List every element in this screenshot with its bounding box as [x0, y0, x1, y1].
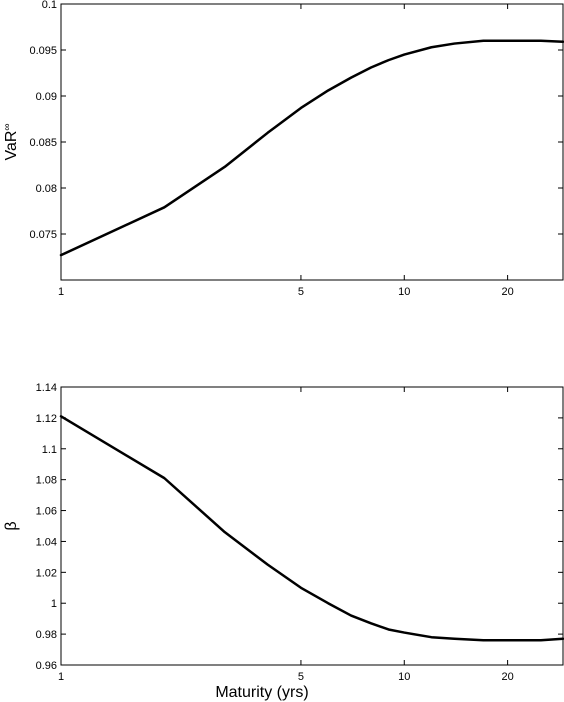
y-tick-label: 1.08 [36, 475, 57, 487]
y-tick-label: 1.06 [36, 506, 57, 518]
y-tick-label: 0.98 [36, 629, 57, 641]
y-tick-label: 0.1 [42, 0, 57, 11]
y-axis-label: β [3, 521, 20, 530]
y-tick-label: 1 [51, 598, 57, 610]
y-tick-label: 1.04 [36, 536, 57, 548]
y-tick-label: 0.085 [29, 137, 57, 149]
x-tick-label: 5 [298, 286, 304, 298]
x-tick-label: 5 [298, 671, 304, 683]
series-line [59, 415, 564, 642]
plot-frame [60, 386, 564, 666]
y-tick-label: 0.095 [29, 45, 57, 57]
x-tick-label: 20 [501, 671, 513, 683]
y-axis-label: VaR∞ [2, 123, 20, 160]
x-tick-label: 10 [398, 286, 410, 298]
plot-frame [60, 3, 564, 281]
x-tick-label: 10 [398, 671, 410, 683]
y-tick-label: 0.08 [36, 183, 57, 195]
y-tick-label: 0.96 [36, 660, 57, 672]
x-tick-label: 20 [501, 286, 513, 298]
series-line [59, 39, 564, 257]
var-panel: 1 5 10 20 0.075 0.08 0.085 0.09 0.095 0.1 VaR∞ [2, 0, 564, 298]
x-tick-label: 1 [58, 286, 64, 298]
y-tick-label: 1.1 [42, 444, 57, 456]
y-tick-label: 0.075 [29, 229, 57, 241]
beta-panel: 1 5 10 20 0.96 0.98 1 1.02 1.04 1.06 1.08 1.1 1.12 1.… [3, 382, 564, 701]
y-axis-label-superscript: ∞ [2, 123, 13, 130]
y-tick-label: 0.09 [36, 91, 57, 103]
y-tick-label: 1.02 [36, 567, 57, 579]
y-tick-label: 1.12 [36, 413, 57, 425]
y-tick-label: 1.14 [36, 382, 57, 394]
x-tick-label: 1 [58, 671, 64, 683]
x-axis-label: Maturity (yrs) [215, 684, 308, 701]
